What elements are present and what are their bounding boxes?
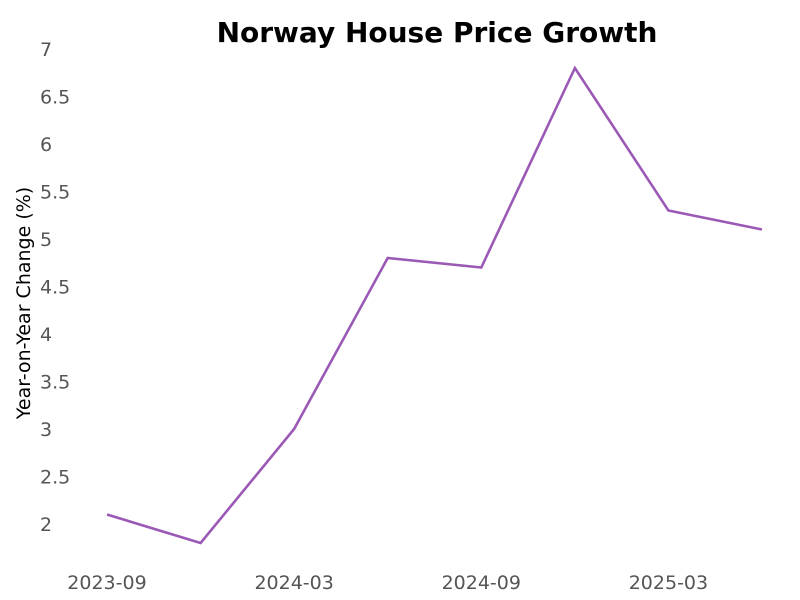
x-tick-label: 2024-09	[442, 572, 521, 594]
x-tick-label: 2025-03	[629, 572, 708, 594]
y-tick-label: 4.5	[40, 277, 70, 299]
y-tick-label: 7	[40, 39, 52, 61]
x-tick-label: 2023-09	[67, 572, 146, 594]
x-tick-label: 2024-03	[254, 572, 333, 594]
y-axis-label: Year-on-Year Change (%)	[13, 187, 35, 420]
y-tick-label: 2	[40, 514, 52, 536]
y-axis: 2 2.5 3 3.5 4 4.5 5 5.5 6 6.5 7	[40, 39, 70, 536]
y-tick-label: 6	[40, 134, 52, 156]
y-tick-label: 5.5	[40, 182, 70, 204]
y-tick-label: 3	[40, 419, 52, 441]
y-tick-label: 5	[40, 229, 52, 251]
chart-title: Norway House Price Growth	[217, 16, 658, 49]
y-tick-label: 4	[40, 324, 52, 346]
y-tick-label: 3.5	[40, 372, 70, 394]
plot-area	[106, 65, 763, 545]
y-tick-label: 2.5	[40, 467, 70, 489]
series-line	[106, 65, 763, 545]
y-tick-label: 6.5	[40, 87, 70, 109]
x-axis: 2023-09 2024-03 2024-09 2025-03	[67, 572, 708, 594]
